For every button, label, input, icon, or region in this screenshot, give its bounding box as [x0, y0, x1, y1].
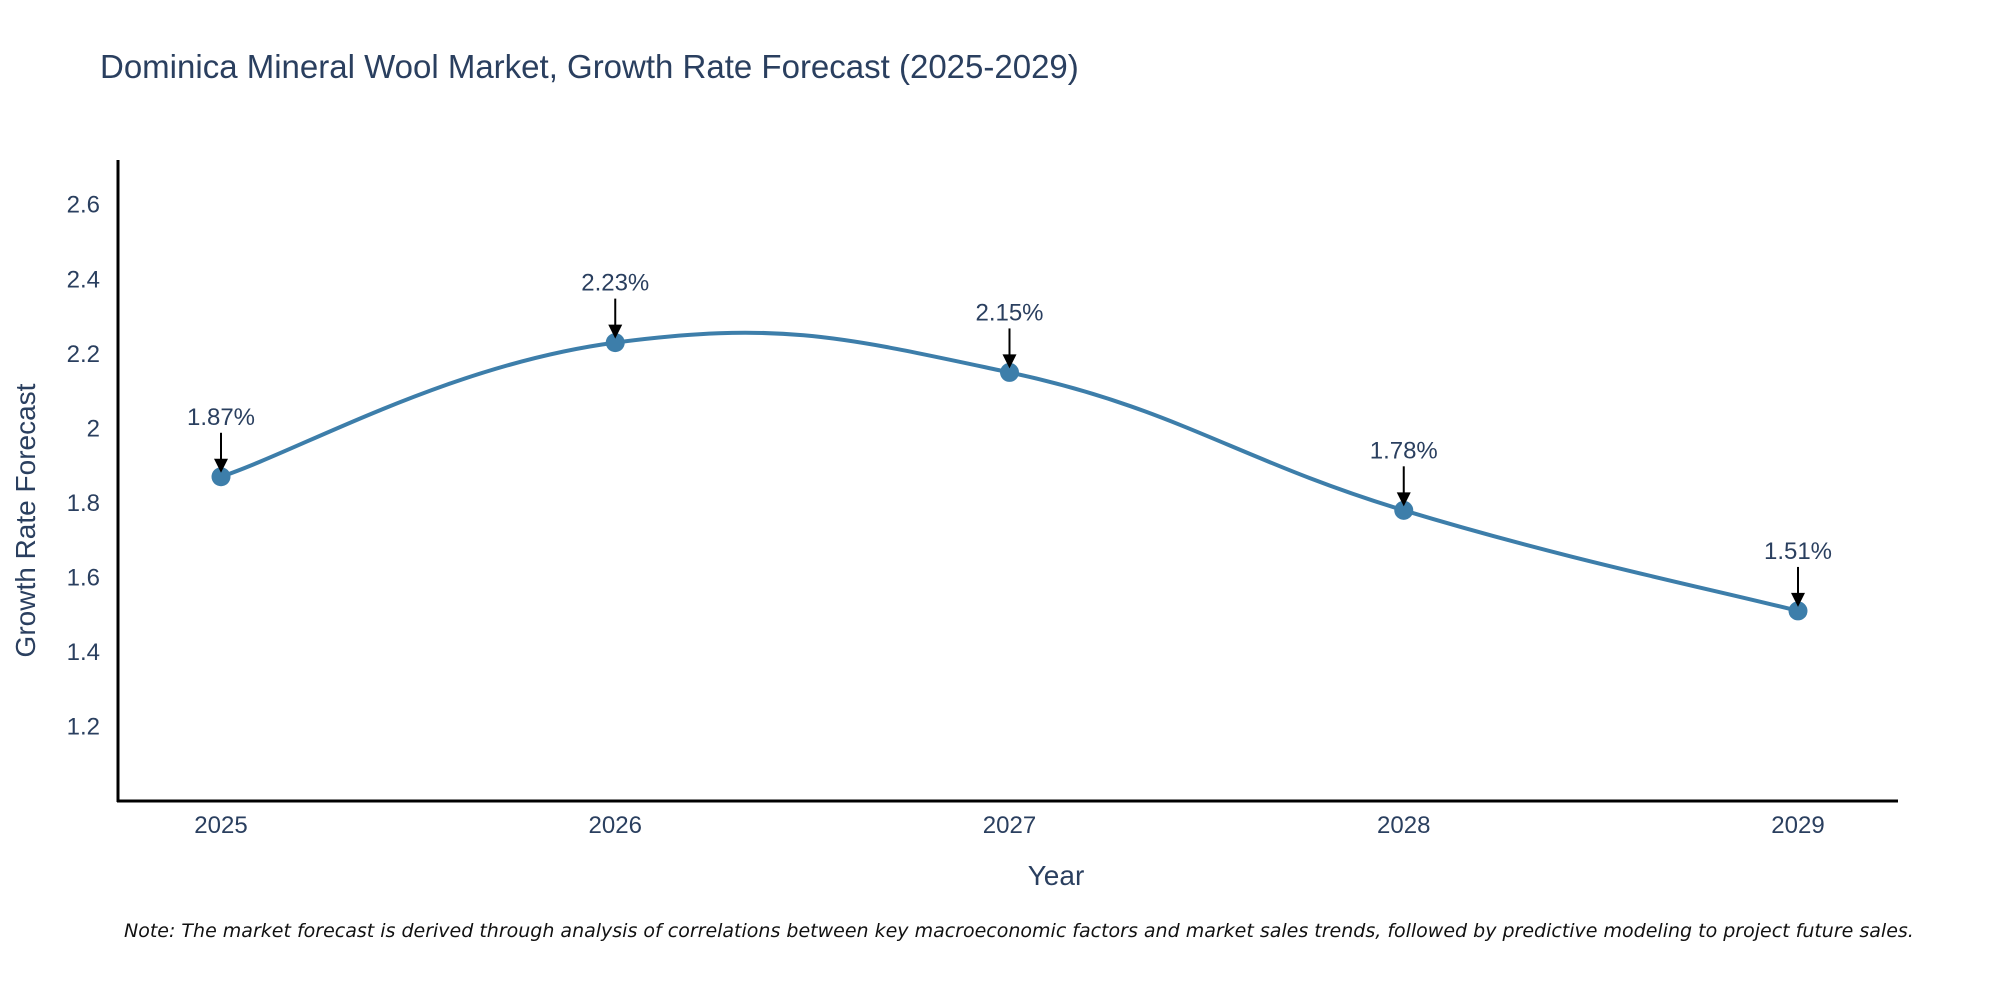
- y-tick-label: 2.4: [67, 266, 100, 293]
- footnote: Note: The market forecast is derived thr…: [124, 920, 1914, 942]
- x-axis-ticks: 2025 2026 2027 2028 2029: [194, 812, 1824, 839]
- y-tick-label: 1.2: [67, 713, 100, 740]
- chart-title: Dominica Mineral Wool Market, Growth Rat…: [100, 48, 1079, 85]
- y-tick-label: 1.6: [67, 564, 100, 591]
- axes: [116, 160, 1898, 803]
- series-group: [211, 330, 1808, 621]
- annotation-arrowhead: [1791, 592, 1805, 607]
- data-point: [605, 333, 625, 353]
- x-tick-label: 2027: [983, 812, 1036, 839]
- data-label: 2.15%: [975, 299, 1043, 326]
- annotation-arrowhead: [1396, 492, 1411, 507]
- annotation-arrowhead: [1002, 354, 1017, 369]
- annotations: 1.87% 2.23% 2.15% 1.78% 1.51%: [187, 270, 1832, 607]
- x-tick-label: 2025: [194, 812, 247, 839]
- data-label: 1.51%: [1764, 538, 1832, 565]
- y-tick-label: 2.2: [67, 341, 100, 368]
- y-tick-label: 1.4: [67, 639, 100, 666]
- x-tick-label: 2026: [589, 812, 642, 839]
- data-point: [211, 467, 231, 487]
- y-tick-label: 1.8: [67, 490, 100, 517]
- data-point: [1788, 601, 1808, 621]
- x-tick-label: 2028: [1377, 812, 1430, 839]
- annotation-arrowhead: [608, 324, 623, 339]
- y-axis-ticks: 1.2 1.4 1.6 1.8 2 2.2 2.4 2.6: [67, 192, 100, 741]
- data-label: 2.23%: [581, 270, 649, 297]
- annotation-arrowhead: [214, 458, 228, 473]
- data-label: 1.87%: [187, 404, 255, 431]
- x-tick-label: 2029: [1771, 812, 1824, 839]
- data-point: [1394, 500, 1414, 520]
- x-axis-title: Year: [1028, 860, 1085, 891]
- data-label: 1.78%: [1370, 437, 1438, 464]
- data-point: [1000, 362, 1019, 382]
- y-axis-title: Growth Rate Forecast: [10, 383, 41, 657]
- y-tick-label: 2: [87, 415, 100, 442]
- y-tick-label: 2.6: [67, 192, 100, 219]
